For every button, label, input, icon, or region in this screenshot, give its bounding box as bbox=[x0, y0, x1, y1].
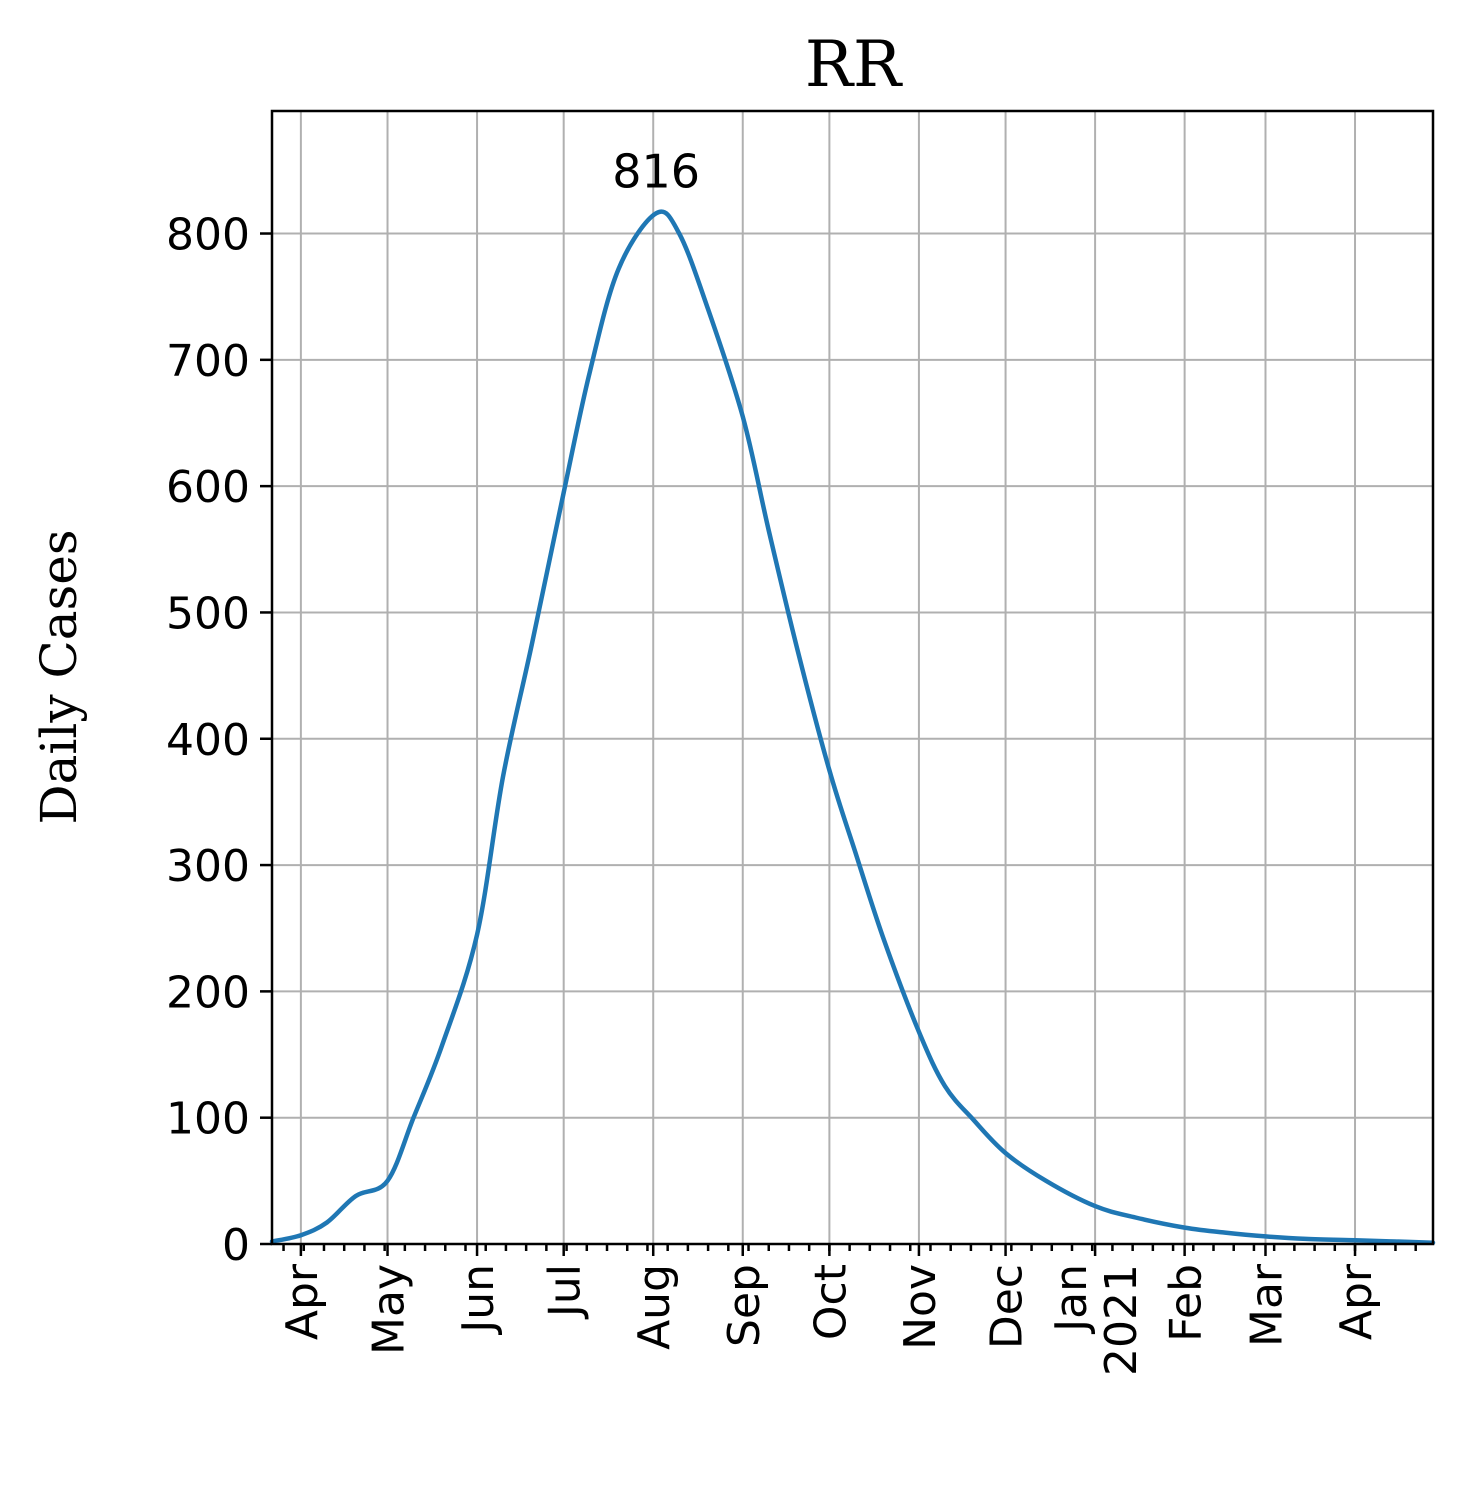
x-tick-label: Feb bbox=[1161, 1264, 1212, 1342]
x-tick-label: Mar bbox=[1241, 1263, 1292, 1347]
y-tick-label: 500 bbox=[166, 588, 250, 639]
y-tick-label: 100 bbox=[166, 1094, 250, 1145]
chart-title: RR bbox=[805, 28, 903, 102]
x-tick-label: Jul bbox=[540, 1264, 591, 1320]
x-tick-label: Jan2021 bbox=[1046, 1264, 1147, 1376]
y-tick-label: 0 bbox=[222, 1220, 250, 1271]
peak-annotation: 816 bbox=[612, 144, 700, 198]
x-tick-label: Aug bbox=[629, 1264, 680, 1350]
series-line-0 bbox=[269, 209, 1436, 1245]
plot-frame bbox=[270, 109, 1435, 1246]
x-tick-label: May bbox=[364, 1264, 415, 1355]
axis-ticks bbox=[260, 232, 1417, 1256]
x-tick-label: Sep bbox=[719, 1264, 770, 1347]
y-tick-label: 300 bbox=[166, 841, 250, 892]
y-tick-label: 800 bbox=[166, 210, 250, 261]
y-tick-label: 600 bbox=[166, 462, 250, 513]
tick-labels: 0 100 200 300 400 500 600 700 800 Apr May Jun Jul Aug… bbox=[166, 210, 1382, 1376]
x-tick-label: Nov bbox=[895, 1264, 946, 1350]
x-tick-label: Oct bbox=[805, 1264, 856, 1340]
y-axis-label: Daily Cases bbox=[30, 530, 88, 825]
series-layer bbox=[269, 209, 1436, 1245]
y-tick-label: 200 bbox=[166, 967, 250, 1018]
y-tick-label: 400 bbox=[166, 715, 250, 766]
x-tick-label: Apr bbox=[1331, 1263, 1382, 1340]
x-tick-label: Apr bbox=[277, 1263, 328, 1340]
y-tick-label: 700 bbox=[166, 336, 250, 387]
x-tick-label: Jun bbox=[453, 1264, 504, 1336]
x-tick-label: Dec bbox=[982, 1264, 1033, 1349]
grid-lines bbox=[272, 111, 1433, 1245]
